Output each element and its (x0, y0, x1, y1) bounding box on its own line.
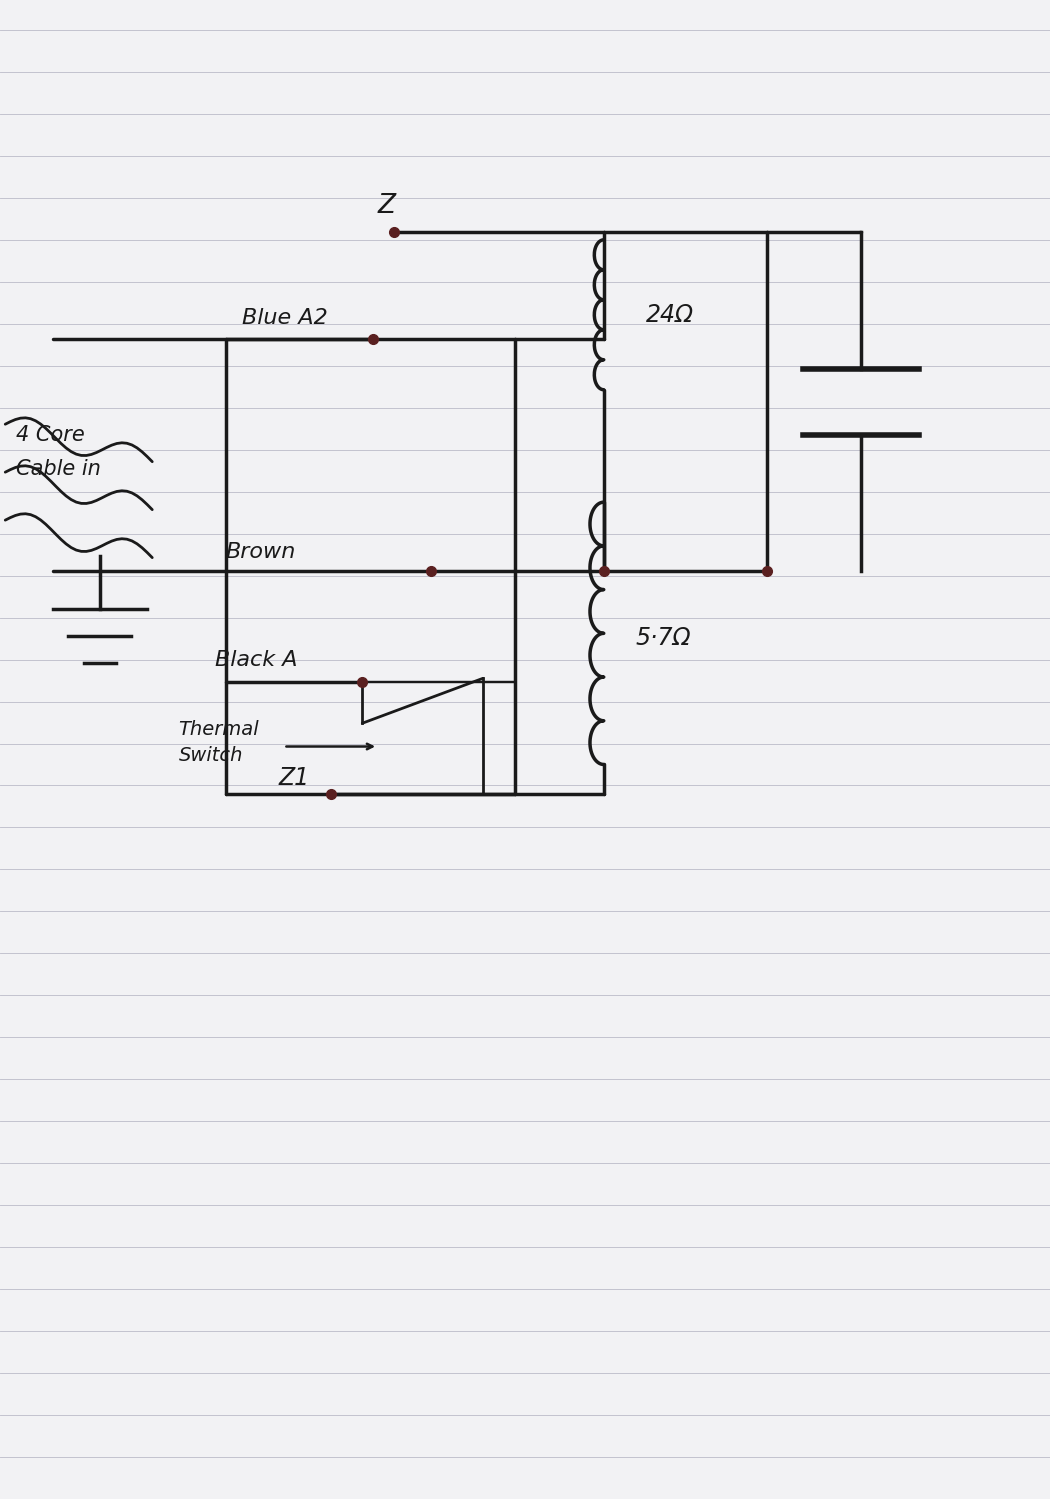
Text: Z: Z (378, 193, 396, 219)
Text: 24Ω: 24Ω (646, 303, 694, 327)
Text: Black A: Black A (215, 649, 298, 670)
Text: Blue A2: Blue A2 (242, 307, 328, 328)
Text: 5·7Ω: 5·7Ω (635, 625, 691, 649)
Text: Brown: Brown (226, 541, 296, 562)
Text: Z1: Z1 (278, 766, 310, 790)
Text: Thermal: Thermal (178, 720, 259, 739)
Text: Switch: Switch (178, 747, 243, 766)
Text: 4 Core: 4 Core (16, 424, 84, 445)
Text: Cable in: Cable in (16, 459, 101, 480)
